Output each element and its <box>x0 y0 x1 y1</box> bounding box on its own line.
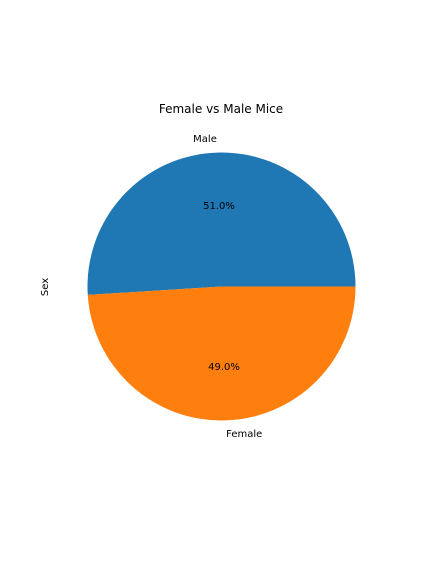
slice-label-female: Female <box>226 429 262 440</box>
pie-slice-female <box>87 286 356 421</box>
pie-slices <box>87 152 356 421</box>
chart-title: Female vs Male Mice <box>159 102 283 116</box>
slice-percent-female: 49.0% <box>208 362 240 373</box>
pie-labels: Male 51.0% Female 49.0% <box>193 134 262 440</box>
slice-label-male: Male <box>193 134 217 145</box>
pie-slice-male <box>87 152 356 295</box>
y-axis-label: Sex <box>40 278 51 296</box>
slice-percent-male: 51.0% <box>203 201 235 212</box>
